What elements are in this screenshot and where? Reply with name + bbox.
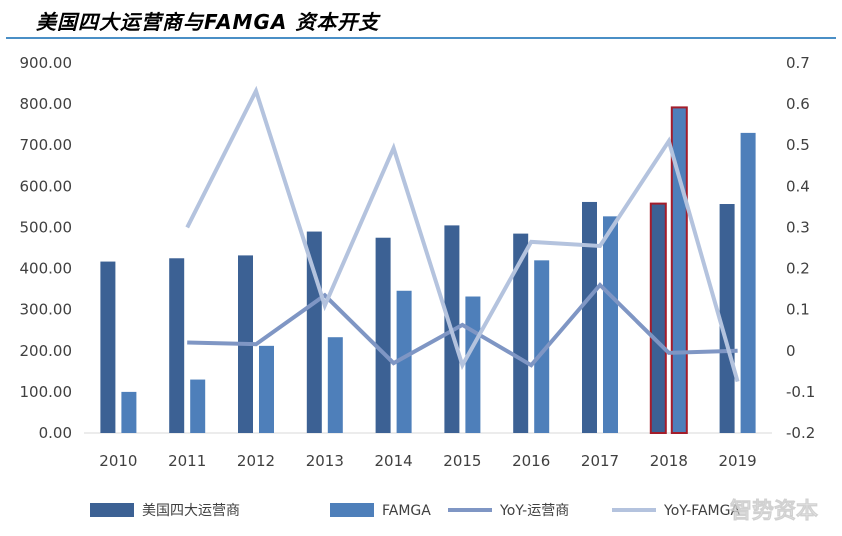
y-right-tick-label: 0.1 xyxy=(786,301,810,319)
bar-famga xyxy=(190,379,206,433)
y-right-tick-label: 0.3 xyxy=(786,218,810,236)
legend-swatch xyxy=(90,503,134,517)
legend-label: YoY-FAMGA xyxy=(663,503,740,519)
y-left-tick-label: 900.00 xyxy=(20,54,73,72)
legend-label: 美国四大运营商 xyxy=(142,503,240,519)
x-tick-label: 2014 xyxy=(375,452,413,470)
y-left-tick-label: 400.00 xyxy=(20,260,73,278)
bar-famga xyxy=(740,132,756,433)
bar-carriers xyxy=(375,237,391,433)
y-left-tick-label: 0.00 xyxy=(39,424,72,442)
chart-title: 美国四大运营商与FAMGA 资本开支 xyxy=(36,10,380,34)
bar-famga xyxy=(121,391,137,433)
y-right-tick-label: 0.5 xyxy=(786,136,810,154)
x-tick-label: 2013 xyxy=(306,452,344,470)
x-tick-label: 2010 xyxy=(99,452,137,470)
bar-famga xyxy=(534,260,550,433)
y-right-tick-label: -0.1 xyxy=(786,383,815,401)
x-tick-label: 2016 xyxy=(512,452,550,470)
legend-swatch xyxy=(330,503,374,517)
y-right-tick-label: -0.2 xyxy=(786,424,815,442)
y-left-tick-label: 800.00 xyxy=(20,95,73,113)
bar-carriers xyxy=(719,204,735,433)
bar-carriers xyxy=(100,261,116,433)
x-tick-label: 2018 xyxy=(650,452,688,470)
bar-famga xyxy=(327,337,343,433)
y-right-tick-label: 0.6 xyxy=(786,95,810,113)
y-right-tick-label: 0.2 xyxy=(786,260,810,278)
bar-carriers xyxy=(169,258,185,433)
bar-famga xyxy=(259,345,274,433)
line-yoy-famga xyxy=(185,85,740,383)
x-tick-label: 2015 xyxy=(443,452,481,470)
bar-carriers xyxy=(513,233,529,433)
y-left-tick-label: 300.00 xyxy=(20,301,73,319)
bar-carriers xyxy=(582,201,597,433)
y-left-tick-label: 700.00 xyxy=(20,136,73,154)
y-left-tick-label: 500.00 xyxy=(20,218,73,236)
bar-famga xyxy=(396,290,412,433)
bar-famga xyxy=(465,296,481,433)
x-tick-label: 2011 xyxy=(168,452,206,470)
legend-label: YoY-运营商 xyxy=(499,503,569,519)
y-right-tick-label: 0.7 xyxy=(786,54,810,72)
y-right-tick-label: 0.4 xyxy=(786,177,810,195)
y-left-tick-label: 100.00 xyxy=(20,383,73,401)
x-tick-label: 2019 xyxy=(719,452,757,470)
y-left-tick-label: 200.00 xyxy=(20,342,73,360)
legend-label: FAMGA xyxy=(382,503,431,519)
bar-famga xyxy=(603,216,618,433)
x-tick-label: 2017 xyxy=(581,452,619,470)
line-yoy-carriers xyxy=(187,282,738,368)
x-tick-label: 2012 xyxy=(237,452,275,470)
title-underline xyxy=(6,37,836,39)
watermark: 智势资本 xyxy=(730,498,818,524)
y-left-tick-label: 600.00 xyxy=(20,177,73,195)
y-right-tick-label: 0 xyxy=(786,342,796,360)
bar-carriers xyxy=(649,202,667,434)
